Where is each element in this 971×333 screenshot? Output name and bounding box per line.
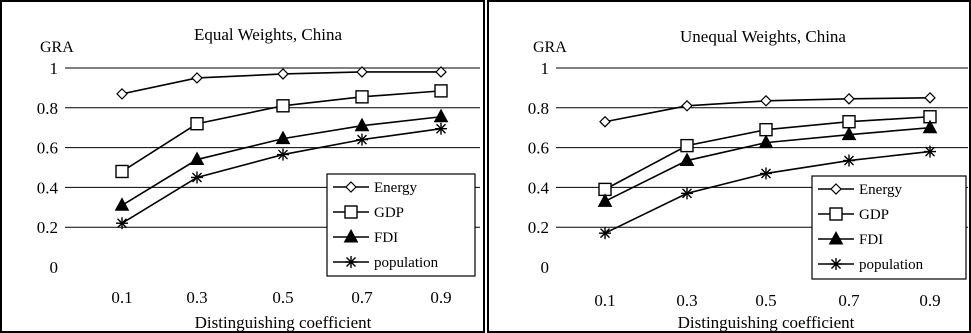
left-chart-x-ticks: 0.1 0.3 0.5 0.7 0.9 [111, 288, 451, 307]
right-chart-y-ticks: 0 0.2 0.4 0.6 0.8 1 [528, 59, 550, 277]
series-population-point [191, 171, 203, 184]
series-population-point [356, 133, 368, 146]
y-tick-label: 0.2 [528, 218, 549, 237]
series-energy-point [599, 115, 611, 128]
series-energy-point [681, 99, 693, 112]
left-chart-x-axis-label: Distinguishing coefficient [195, 313, 372, 332]
right-chart-x-axis-label: Distinguishing coefficient [678, 313, 855, 332]
legend-label: population [374, 255, 439, 271]
legend-marker [830, 258, 842, 270]
series-energy-point [277, 68, 289, 80]
series-energy-point [760, 94, 772, 107]
series-population-point [681, 187, 693, 200]
legend-marker [829, 207, 843, 221]
x-tick-label: 0.9 [919, 291, 940, 310]
x-tick-label: 0.1 [111, 288, 132, 307]
right-chart-legend: Energy GDP FDI population [811, 175, 967, 280]
legend-marker [343, 228, 359, 243]
y-tick-label: 0.8 [37, 99, 58, 118]
x-tick-label: 0.7 [838, 291, 860, 310]
series-gdp-point [115, 164, 129, 179]
series-fdi-point [114, 197, 130, 211]
legend-label: Energy [859, 182, 903, 198]
series-gdp-point [759, 122, 773, 137]
series-gdp-point [355, 90, 369, 104]
series-energy-point [843, 92, 855, 105]
series-population-point [760, 167, 772, 180]
series-energy-point [435, 66, 447, 78]
y-tick-label: 1 [50, 59, 59, 78]
series-population-point [843, 154, 855, 167]
series-population-point [599, 227, 611, 240]
series-fdi-point [189, 151, 205, 166]
left-chart-y-axis-label: GRA [40, 39, 74, 56]
series-gdp-point [434, 84, 448, 98]
y-tick-label: 0 [541, 258, 550, 277]
legend-marker [828, 230, 844, 245]
y-tick-label: 0.4 [528, 178, 550, 197]
legend-label: FDI [859, 232, 883, 248]
y-tick-label: 0.4 [37, 178, 59, 197]
legend-marker [344, 205, 358, 219]
right-chart-series [597, 92, 938, 240]
series-population-point [924, 145, 936, 158]
series-population-point [277, 148, 289, 161]
x-tick-label: 0.5 [755, 291, 776, 310]
right-chart: Unequal Weights, China GRA Distinguishin… [528, 27, 968, 332]
y-tick-label: 1 [541, 59, 550, 78]
legend-label: Energy [374, 180, 418, 196]
x-tick-label: 0.3 [676, 291, 697, 310]
left-chart-legend: Energy GDP FDI population [326, 173, 476, 277]
x-tick-label: 0.3 [186, 288, 207, 307]
y-tick-label: 0 [50, 258, 59, 277]
legend-marker [830, 183, 842, 195]
series-energy-point [191, 72, 203, 84]
series-fdi-point [922, 119, 938, 134]
series-population-point [116, 217, 128, 230]
series-gdp-point [680, 138, 694, 153]
series-energy-point [116, 88, 128, 100]
y-tick-label: 0.6 [37, 139, 58, 158]
left-chart-title: Equal Weights, China [194, 25, 342, 44]
x-tick-label: 0.7 [351, 288, 373, 307]
left-chart-y-ticks: 0 0.2 0.4 0.6 0.8 1 [37, 59, 59, 277]
series-population-point [435, 122, 447, 135]
series-fdi-point [758, 134, 774, 149]
series-fdi-point [275, 130, 291, 145]
series-fdi-point [841, 126, 857, 141]
y-tick-label: 0.6 [528, 139, 549, 158]
legend-label: FDI [374, 230, 398, 246]
x-tick-label: 0.9 [430, 288, 451, 307]
right-chart-y-axis-label: GRA [533, 39, 567, 56]
left-chart-series [114, 66, 449, 230]
x-tick-label: 0.1 [594, 291, 615, 310]
series-fdi-point [433, 108, 449, 123]
series-gdp-point [190, 117, 204, 131]
legend-marker [345, 256, 357, 268]
legend-label: population [859, 257, 924, 273]
right-chart-x-ticks: 0.1 0.3 0.5 0.7 0.9 [594, 291, 940, 310]
series-fdi-point [597, 193, 613, 207]
right-chart-frame [487, 0, 971, 333]
legend-label: GDP [374, 205, 404, 221]
series-energy-point [924, 92, 936, 104]
y-tick-label: 0.8 [528, 99, 549, 118]
left-chart: Equal Weights, China GRA Distinguishing … [37, 25, 480, 332]
legend-marker [345, 181, 357, 193]
x-tick-label: 0.5 [272, 288, 293, 307]
series-gdp-point [842, 115, 856, 129]
series-energy-point [356, 66, 368, 78]
series-gdp-point [276, 99, 290, 113]
legend-label: GDP [859, 207, 889, 223]
left-chart-frame [0, 0, 485, 333]
y-tick-label: 0.2 [37, 218, 58, 237]
right-chart-title: Unequal Weights, China [680, 27, 846, 46]
series-fdi-point [679, 152, 695, 167]
series-fdi-point [354, 117, 370, 132]
